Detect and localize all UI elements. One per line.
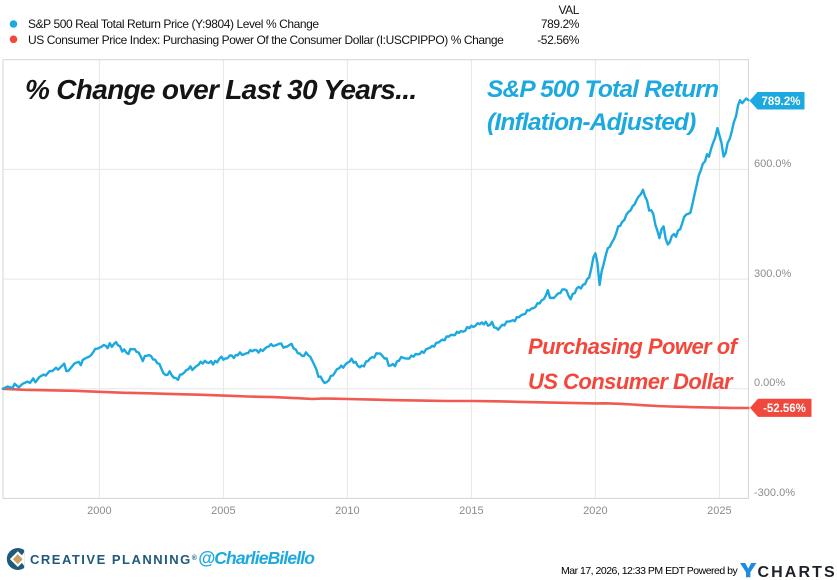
svg-text:CHARTS: CHARTS	[758, 564, 837, 580]
svg-text:-52.56%: -52.56%	[763, 403, 806, 415]
svg-text:789.2%: 789.2%	[761, 96, 800, 108]
